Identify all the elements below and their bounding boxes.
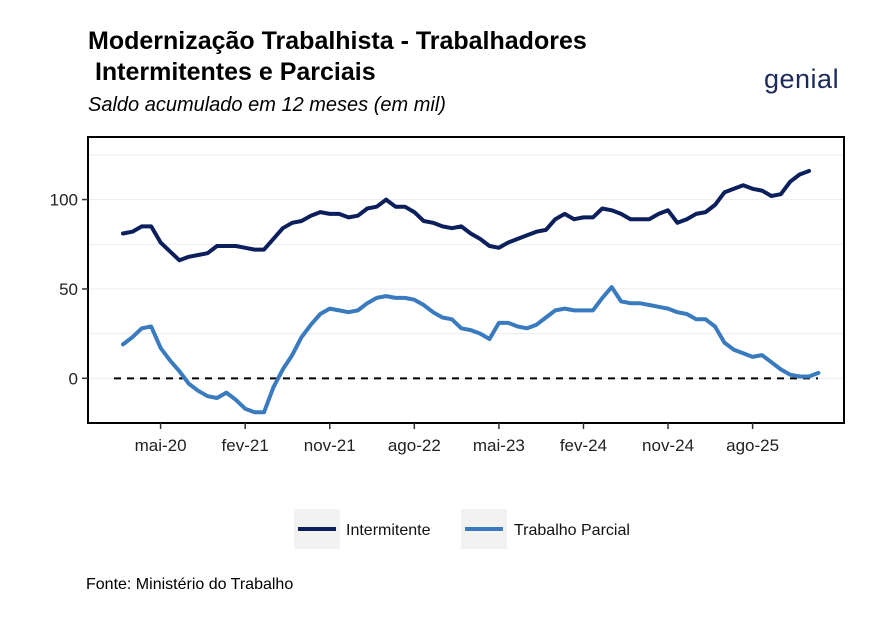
- y-axis: 0 50 100: [50, 191, 88, 388]
- y-tick-label: 50: [59, 280, 78, 299]
- genial-logo: genial: [764, 64, 840, 94]
- y-tick-label: 100: [50, 191, 78, 210]
- x-tick-label: nov-24: [642, 436, 694, 455]
- x-tick-label: fev-24: [560, 436, 607, 455]
- gridlines: [88, 154, 844, 424]
- series-line-intermitente: [121, 169, 811, 263]
- x-tick-label: mai-20: [135, 436, 187, 455]
- chart-title: Modernização Trabalhista - Trabalhadores…: [88, 27, 587, 86]
- x-tick-label: mai-23: [473, 436, 525, 455]
- y-tick-label: 0: [69, 369, 78, 388]
- x-tick-label: fev-21: [222, 436, 269, 455]
- plot-border: [87, 136, 845, 424]
- x-tick-label: ago-25: [726, 436, 779, 455]
- chart-subtitle: Saldo acumulado em 12 meses (em mil): [88, 94, 446, 116]
- x-tick-label: ago-22: [388, 436, 441, 455]
- x-tick-label: nov-21: [304, 436, 356, 455]
- series-line-trabalho-parcial: [121, 285, 821, 415]
- legend-label: Trabalho Parcial: [514, 522, 630, 539]
- legend: Intermitente Trabalho Parcial: [294, 509, 630, 549]
- source-caption: Fonte: Ministério do Trabalho: [86, 576, 294, 593]
- legend-label: Intermitente: [346, 522, 431, 539]
- x-axis: mai-20 fev-21 nov-21 ago-22 mai-23 fev-24 nov-…: [135, 423, 779, 455]
- series-layer: [121, 169, 821, 415]
